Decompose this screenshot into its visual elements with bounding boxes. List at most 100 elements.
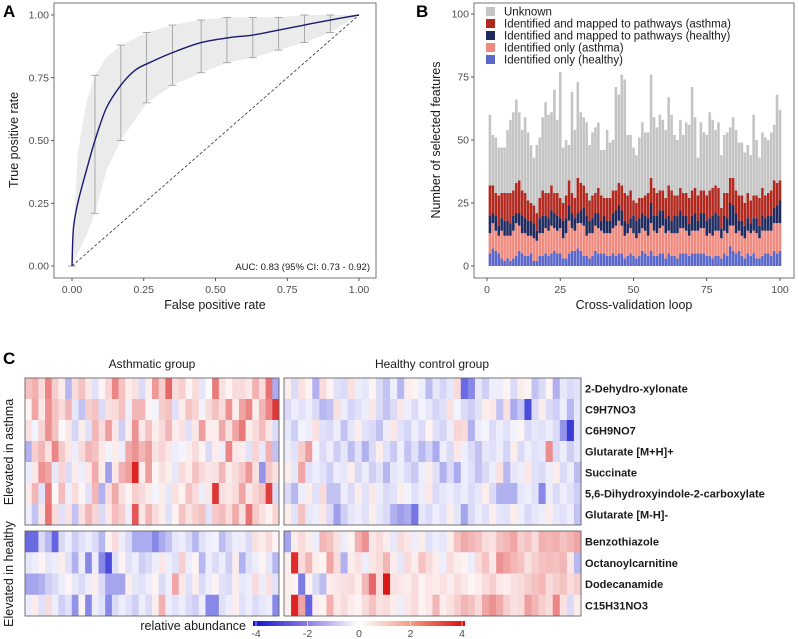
cells-healthy-healthy bbox=[284, 531, 582, 617]
heatmap-cell bbox=[105, 441, 113, 463]
heatmap-cell bbox=[425, 531, 433, 553]
heatmap-cell bbox=[198, 531, 206, 553]
heatmap-cell bbox=[165, 573, 173, 596]
heatmap-cell bbox=[347, 399, 356, 421]
y-tick-label: 0 bbox=[463, 261, 469, 273]
heatmap-cell bbox=[212, 504, 220, 526]
heatmap-cell bbox=[198, 399, 206, 421]
heatmap-cell bbox=[284, 594, 292, 617]
bar-segment bbox=[488, 114, 492, 186]
heatmap-cell bbox=[467, 573, 476, 596]
heatmap-cell bbox=[361, 378, 370, 400]
heatmap-cell bbox=[284, 552, 292, 574]
bar-segment bbox=[620, 225, 624, 254]
heatmap-cell bbox=[284, 573, 292, 596]
heatmap-cell bbox=[354, 531, 363, 553]
heatmap-cell bbox=[284, 420, 292, 442]
heatmap-cell bbox=[152, 483, 159, 505]
heatmap-cell bbox=[375, 552, 384, 574]
heatmap-cell bbox=[383, 531, 391, 553]
heatmap-cell bbox=[368, 441, 377, 463]
bar-segment bbox=[702, 253, 706, 266]
heatmap-cell bbox=[460, 441, 469, 463]
heatmap-cell bbox=[138, 573, 146, 596]
heatmap-cell bbox=[305, 594, 313, 617]
heatmap-cell bbox=[65, 378, 73, 400]
heatmap-cell bbox=[354, 483, 363, 505]
heatmap-cell bbox=[218, 378, 226, 400]
heatmap-cell bbox=[503, 552, 511, 574]
bar-segment bbox=[523, 192, 527, 219]
bar-segment bbox=[570, 228, 574, 251]
heatmap-cell bbox=[411, 531, 419, 553]
error-bar bbox=[326, 14, 335, 33]
heatmap-cell bbox=[503, 378, 511, 400]
bar-segment bbox=[544, 192, 547, 216]
heatmap-cell bbox=[118, 441, 126, 463]
heatmap-block-asthma-healthy bbox=[283, 377, 582, 526]
bar-segment bbox=[769, 215, 773, 231]
bar-segment bbox=[558, 197, 562, 219]
bar-segment bbox=[608, 197, 612, 221]
heatmap-cell bbox=[232, 420, 240, 442]
heatmap-cell bbox=[165, 594, 173, 617]
bar-segment bbox=[652, 255, 656, 266]
heatmap-cell bbox=[482, 441, 490, 463]
x-tick-label: 0.50 bbox=[205, 284, 226, 296]
heatmap-cell bbox=[258, 594, 266, 617]
heatmap-cell bbox=[178, 531, 186, 553]
bar-segment bbox=[494, 192, 498, 216]
bar-segment bbox=[506, 235, 509, 259]
bar-segment bbox=[512, 190, 515, 216]
bar-segment bbox=[752, 218, 755, 231]
heatmap-cell bbox=[45, 573, 53, 596]
heatmap-cell bbox=[404, 504, 412, 526]
bar-segment bbox=[515, 223, 518, 256]
heatmap-cell bbox=[265, 483, 273, 505]
heatmap-cell bbox=[326, 378, 334, 400]
heatmap-cell bbox=[165, 504, 173, 526]
heatmap-cell bbox=[152, 441, 159, 463]
bar-segment bbox=[564, 233, 568, 259]
heatmap-cell bbox=[172, 531, 180, 553]
heatmap-cell bbox=[496, 531, 504, 553]
heatmap-cell bbox=[404, 552, 412, 574]
heatmap-cell bbox=[552, 552, 561, 574]
bar-segment bbox=[658, 210, 662, 229]
bar-segment bbox=[632, 200, 635, 216]
bar-segment bbox=[687, 124, 691, 198]
heatmap-cell bbox=[319, 420, 327, 442]
heatmap-cell bbox=[45, 531, 53, 553]
heatmap-cell bbox=[383, 573, 391, 596]
heatmap-cell bbox=[354, 420, 363, 442]
bar-segment bbox=[749, 233, 752, 256]
heatmap-cell bbox=[333, 552, 341, 574]
heatmap-cell bbox=[383, 483, 391, 505]
bar-segment bbox=[567, 145, 571, 181]
bar-segment bbox=[720, 208, 723, 229]
heatmap-cell bbox=[361, 531, 370, 553]
heatmap-cell bbox=[192, 420, 200, 442]
bar-segment bbox=[544, 215, 547, 229]
heatmap-cell bbox=[31, 531, 39, 553]
heatmap-cell bbox=[91, 552, 99, 574]
heatmap-cell bbox=[192, 531, 200, 553]
heatmap-cell bbox=[319, 378, 327, 400]
heatmap-cell bbox=[559, 594, 568, 617]
heatmap-cell bbox=[559, 483, 568, 505]
heatmap-cell bbox=[272, 378, 280, 400]
bar-segment bbox=[728, 203, 732, 226]
bar-segment bbox=[702, 132, 706, 191]
heatmap-cell bbox=[361, 594, 370, 617]
heatmap-cell bbox=[305, 552, 313, 574]
heatmap-cell bbox=[298, 378, 306, 400]
heatmap-cell bbox=[404, 483, 412, 505]
heatmap-cell bbox=[91, 531, 99, 553]
error-bar bbox=[116, 44, 125, 141]
heatmap-row-labels: 2-Dehydro-xylonate C9H7NO3 C6H9NO7 Glutarat… bbox=[585, 384, 765, 613]
heatmap-cell bbox=[185, 378, 193, 400]
heatmap-cell bbox=[284, 483, 292, 505]
bar-segment bbox=[708, 255, 711, 266]
heatmap-cell bbox=[517, 399, 525, 421]
bar-segment bbox=[567, 205, 571, 221]
